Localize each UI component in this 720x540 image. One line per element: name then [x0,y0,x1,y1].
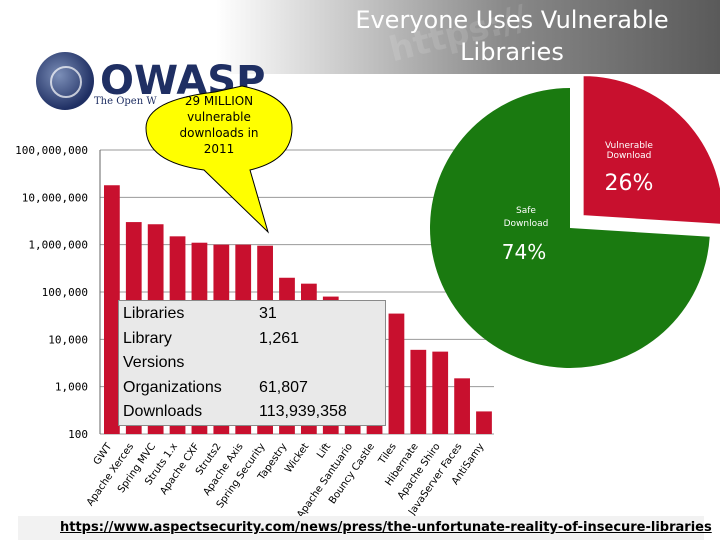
bar [410,349,427,434]
title-banner [0,0,720,74]
bar [104,185,120,434]
y-tick-label: 1,000 [55,381,88,394]
stat-label: Versions [123,354,185,371]
bar [454,378,470,434]
stat-label: Libraries [123,305,185,322]
logo-subtext: The Open W [94,96,157,107]
owasp-wasp-icon [36,52,94,110]
stat-value: 61,807 [259,378,308,396]
y-tick-label: 1,000,000 [28,239,88,252]
callout-text: 2011 [204,142,235,156]
bar [432,351,449,434]
stats-box: Libraries 31 Library 1,261 Versions Organizat… [118,300,386,426]
callout-bubble [145,85,293,234]
stat-label: Organizations [123,378,222,396]
slide-title: Everyone Uses Vulnerable Libraries [355,6,669,66]
bar [388,313,405,434]
stat-label: Downloads [123,403,203,420]
stat-label: Library [123,329,172,347]
y-tick-label: 100,000,000 [15,144,88,157]
x-tick-label: Lift [315,441,333,460]
bar [476,411,492,434]
stat-value: 1,261 [259,329,300,347]
pie-percent-label: 26% [605,171,654,196]
pie-percent-label: 74% [502,240,546,264]
stat-value: 113,939,358 [259,403,347,420]
y-tick-label: 100 [68,428,88,441]
pie-category-label: Download [607,151,652,161]
pie-slice-vulnerable [582,75,720,225]
callout-text: downloads in [179,126,258,140]
callout-text: vulnerable [187,110,251,124]
y-tick-label: 100,000 [42,286,88,299]
pie-category-label: Vulnerable [605,141,653,151]
pie-slice-safe [430,88,710,368]
pie-category-label: Download [504,219,549,229]
y-tick-label: 10,000,000 [22,191,88,204]
footer-band [18,516,704,540]
callout-text: 29 MILLION [185,94,253,108]
stat-value: 31 [259,305,277,322]
pie-category-label: Safe [516,206,536,216]
y-tick-label: 10,000 [48,333,88,346]
source-link[interactable]: https://www.aspectsecurity.com/news/pres… [60,520,712,535]
